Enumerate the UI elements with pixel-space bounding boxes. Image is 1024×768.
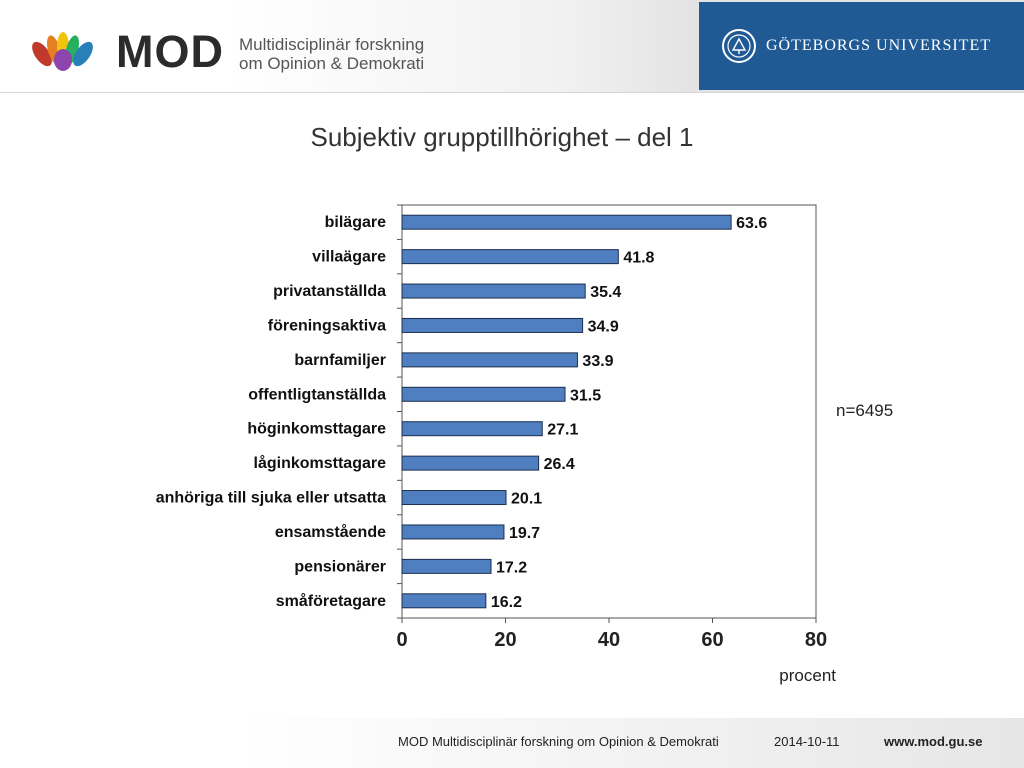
category-label: barnfamiljer	[294, 352, 386, 369]
university-panel: GÖTEBORGS UNIVERSITET	[699, 2, 1024, 90]
category-label: höginkomsttagare	[247, 421, 386, 438]
bar	[401, 317, 584, 333]
bar	[401, 455, 540, 471]
bar	[401, 249, 619, 265]
x-tick-label: 20	[494, 629, 516, 651]
category-label: ensamstående	[275, 523, 386, 541]
bar-data-label: 27.1	[547, 422, 578, 439]
slide-title: Subjektiv grupptillhörighet – del 1	[310, 122, 694, 152]
category-label: småföretagare	[276, 592, 386, 610]
university-seal-icon	[722, 29, 756, 63]
category-label: privatanställda	[273, 283, 386, 300]
bar	[401, 593, 487, 609]
category-label: pensionärer	[294, 558, 386, 575]
bar-data-label: 33.9	[582, 353, 613, 370]
chart-plot: 0 20 40 60 80 procent 63.6 bilägare 41.8 villaäga…	[156, 204, 836, 685]
bar	[401, 283, 586, 299]
bar-data-label: 20.1	[511, 491, 542, 508]
brand-name: MOD	[116, 26, 224, 77]
footer-website-link[interactable]: www.mod.gu.se	[884, 734, 983, 749]
x-axis-title: procent	[779, 666, 836, 685]
bar	[401, 386, 566, 402]
bar-data-label: 16.2	[491, 594, 522, 611]
footer-date: 2014-10-11	[774, 734, 840, 749]
category-label: offentligtanställda	[248, 386, 386, 403]
bar-data-label: 19.7	[509, 525, 540, 542]
bar-data-label: 35.4	[590, 284, 621, 301]
category-label: villaägare	[312, 249, 386, 266]
brand-subtitle-line1: Multidisciplinär forskning	[239, 35, 425, 54]
x-tick-label: 0	[396, 629, 407, 651]
bar-data-label: 41.8	[623, 250, 654, 267]
bar-data-label: 26.4	[544, 456, 575, 473]
category-label: föreningsaktiva	[268, 317, 386, 334]
x-tick-label: 60	[701, 629, 723, 651]
bar-chart: 0 20 40 60 80 procent 63.6 bilägare 41.8 villaäga…	[156, 204, 836, 685]
sample-size-label: n=6495	[836, 401, 894, 420]
header-banner: MOD Multidisciplinär forskning om Opinio…	[0, 0, 1024, 93]
bar	[401, 352, 578, 368]
bar-data-label: 63.6	[736, 215, 767, 232]
category-label: låginkomsttagare	[254, 454, 387, 472]
bar	[401, 524, 505, 540]
x-tick-label: 40	[598, 629, 620, 651]
category-label: bilägare	[325, 214, 386, 231]
brand-subtitle-line2: om Opinion & Demokrati	[239, 54, 425, 73]
x-tick-label: 80	[805, 629, 827, 651]
category-label: anhöriga till sjuka eller utsatta	[156, 490, 386, 507]
bar	[401, 214, 732, 230]
university-name: GÖTEBORGS UNIVERSITET	[766, 37, 991, 54]
bar	[401, 421, 543, 437]
bar	[401, 490, 507, 506]
mod-flower-logo	[32, 32, 93, 71]
bar-data-label: 17.2	[496, 559, 527, 576]
brand-subtitle: Multidisciplinär forskning om Opinion & …	[239, 35, 424, 73]
bar-data-label: 34.9	[588, 318, 619, 335]
bar	[401, 558, 492, 574]
footer-bar: MOD Multidisciplinär forskning om Opinio…	[238, 718, 1024, 768]
plot-frame	[401, 204, 817, 619]
bar-data-label: 31.5	[570, 387, 601, 404]
footer-organization: MOD Multidisciplinär forskning om Opinio…	[398, 734, 719, 749]
